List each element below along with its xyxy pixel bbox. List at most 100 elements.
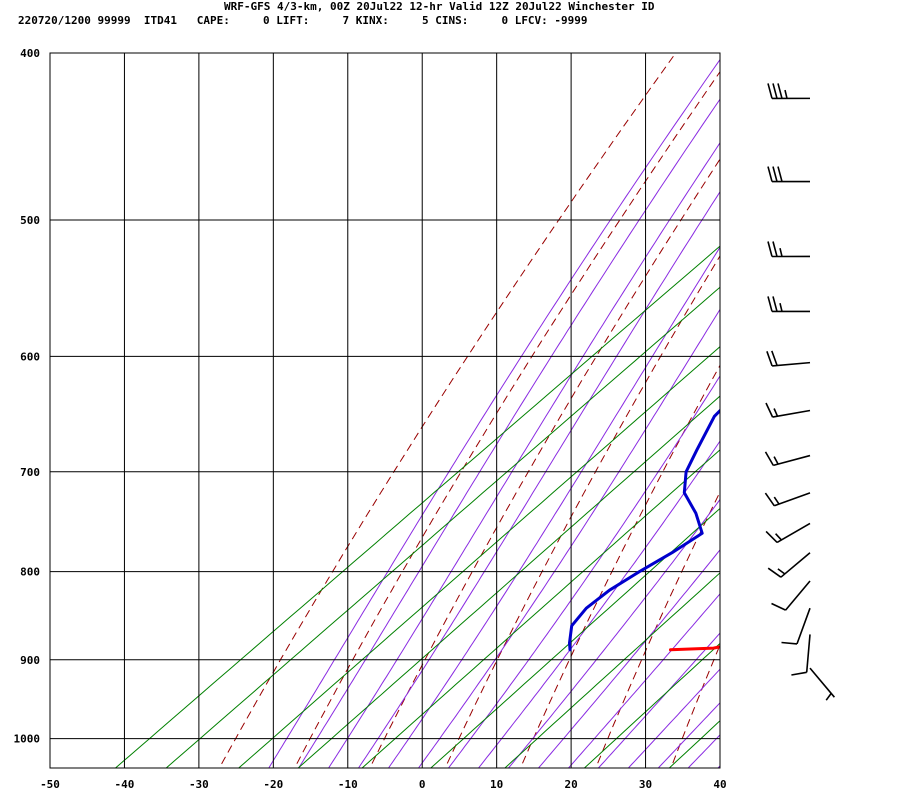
wind-barb <box>765 402 811 418</box>
barb-flag <box>772 241 778 257</box>
moist-adiabat <box>597 632 720 768</box>
barb-half-flag <box>773 496 780 505</box>
barb-flag <box>777 83 783 99</box>
mixing-ratio-line <box>430 507 720 768</box>
barb-staff <box>784 580 811 611</box>
series-layer <box>568 408 720 652</box>
x-tick-label: -50 <box>40 778 60 791</box>
barb-flag <box>767 83 773 99</box>
y-tick-label: 700 <box>20 466 40 479</box>
barb-staff <box>805 634 811 673</box>
y-tick-label: 500 <box>20 214 40 227</box>
mixing-ratio-line <box>361 449 720 768</box>
moist-adiabat <box>567 593 720 768</box>
dry-adiabat <box>519 364 720 768</box>
wind-barb <box>781 607 811 645</box>
mixing-ratio-line <box>237 346 720 768</box>
barb-flag <box>772 83 778 99</box>
barb-flag <box>767 296 773 312</box>
barb-flag <box>772 296 778 312</box>
y-tick-label: 900 <box>20 654 40 667</box>
barb-half-flag <box>775 533 782 541</box>
barb-flag <box>764 492 775 507</box>
barb-staff <box>796 607 811 645</box>
barb-flag <box>771 602 786 611</box>
mixing-ratio-line <box>583 642 720 768</box>
x-tick-label: -20 <box>263 778 283 791</box>
barb-half-flag <box>779 248 783 257</box>
moist-adiabat <box>327 141 720 768</box>
moist-adiabat <box>298 98 720 768</box>
y-tick-label: 600 <box>20 350 40 363</box>
barb-flag <box>765 402 774 418</box>
moist-adiabat <box>741 44 900 776</box>
moist-adiabat <box>387 246 720 768</box>
barb-flag <box>781 641 798 645</box>
moist-adiabat <box>537 549 720 768</box>
moist-adiabat <box>417 308 720 768</box>
dry-adiabat <box>895 53 900 775</box>
barb-flag <box>771 350 778 366</box>
barb-half-flag <box>777 568 786 575</box>
mixing-ratio-line <box>668 720 720 768</box>
x-tick-label: 40 <box>713 778 726 791</box>
background-lines <box>114 44 900 776</box>
barb-flag <box>777 166 783 182</box>
moist-adiabat <box>627 668 720 768</box>
wind-barb <box>764 492 811 507</box>
moist-adiabat <box>657 702 720 768</box>
mixing-ratio-line <box>165 286 720 768</box>
plot-frame <box>49 52 721 769</box>
wind-barb <box>809 667 836 701</box>
moist-adiabat <box>357 190 720 768</box>
barb-half-flag <box>825 692 832 701</box>
wind-barb <box>767 166 811 183</box>
barb-flag <box>767 567 782 578</box>
wind-barb <box>766 350 811 367</box>
x-tick-label: 30 <box>639 778 652 791</box>
barb-half-flag <box>773 456 779 465</box>
barb-flag <box>767 241 773 257</box>
moist-adiabat <box>268 58 720 768</box>
wind-barb <box>771 580 811 611</box>
wind-barb <box>765 522 811 544</box>
wind-barb <box>767 296 811 313</box>
sounding-indices: 220720/1200 99999 ITD41 CAPE: 0 LIFT: 7 … <box>18 14 588 27</box>
dry-adiabat <box>744 53 900 775</box>
wind-barb <box>767 552 811 578</box>
barb-flag <box>764 451 774 466</box>
wind-barbs <box>764 83 836 701</box>
dry-adiabat <box>670 643 720 768</box>
barb-staff <box>809 667 836 698</box>
y-tick-label: 400 <box>20 47 40 60</box>
wind-barb <box>767 83 811 100</box>
barb-half-flag <box>779 303 783 312</box>
barb-staff <box>780 552 811 578</box>
moist-adiabat <box>477 440 720 768</box>
y-tick-label: 1000 <box>14 733 41 746</box>
dry-adiabat <box>218 53 677 768</box>
moist-adiabat <box>687 734 720 768</box>
x-tick-label: -30 <box>189 778 209 791</box>
y-tick-label: 800 <box>20 566 40 579</box>
wind-barb <box>767 241 811 258</box>
wind-barb <box>791 634 811 676</box>
barb-staff <box>776 522 811 544</box>
barb-half-flag <box>773 408 779 417</box>
x-tick-label: -40 <box>115 778 135 791</box>
tick-labels: -50 -40 -30 -20 -10 0 10 20 30 40 400 500 600 700 800 9… <box>14 47 727 791</box>
x-tick-label: 0 <box>419 778 426 791</box>
x-tick-label: -10 <box>338 778 358 791</box>
dewpoint-line <box>568 408 720 652</box>
x-tick-label: 20 <box>564 778 577 791</box>
moist-adiabat <box>717 765 720 768</box>
mixing-ratio-line <box>297 395 720 768</box>
chart-title: WRF-GFS 4/3-km, 00Z 20Jul22 12-hr Valid … <box>224 0 655 13</box>
barb-half-flag <box>784 89 788 99</box>
barb-flag <box>767 166 773 182</box>
barb-staff <box>772 409 811 418</box>
moist-adiabat <box>507 498 720 768</box>
dry-adiabat <box>595 490 720 768</box>
barb-staff <box>772 361 811 367</box>
